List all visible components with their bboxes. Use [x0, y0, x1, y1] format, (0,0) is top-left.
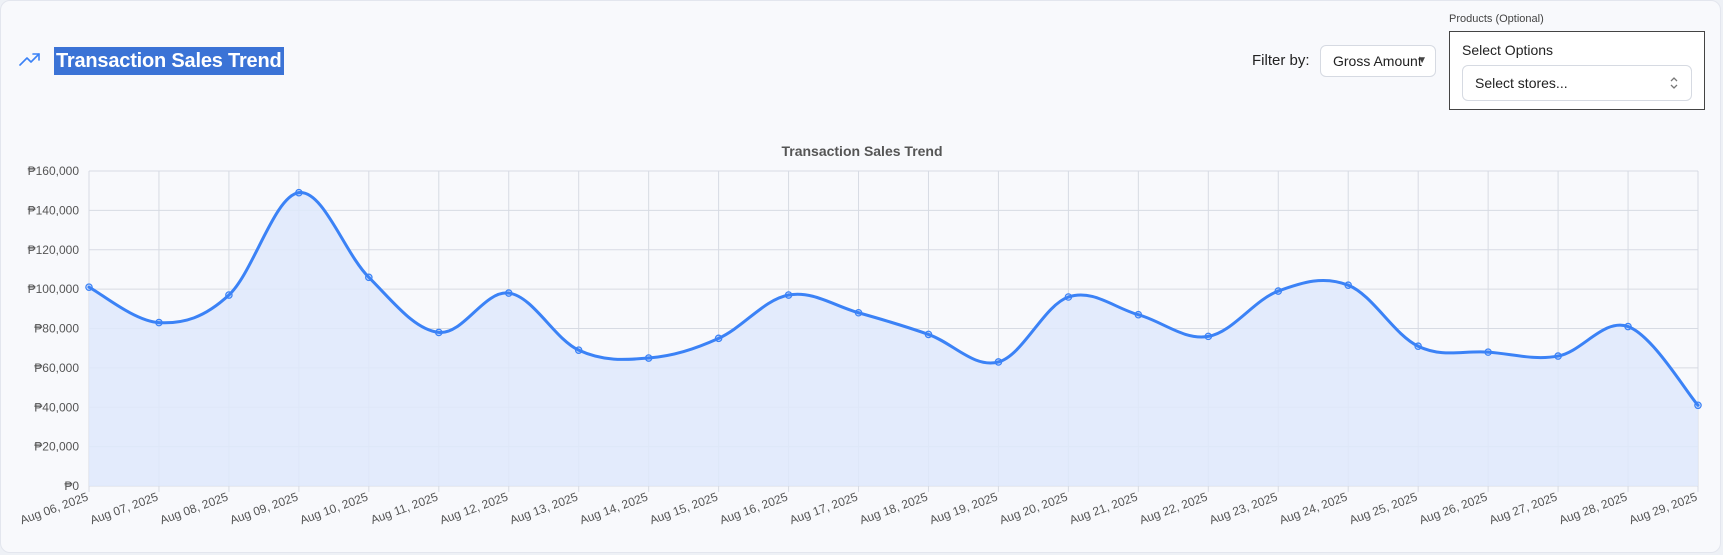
filter-label: Filter by: [1252, 52, 1310, 69]
page-title: Transaction Sales Trend [54, 47, 284, 75]
y-tick-label: ₱120,000 [28, 243, 80, 257]
x-tick-label: Aug 15, 2025 [648, 490, 720, 528]
x-tick-label: Aug 13, 2025 [508, 490, 580, 528]
updown-chevron-icon [1670, 77, 1678, 89]
x-tick-label: Aug 28, 2025 [1557, 490, 1629, 528]
data-point [504, 289, 513, 297]
data-point [784, 291, 793, 299]
data-point [1624, 322, 1632, 331]
x-tick-label: Aug 27, 2025 [1487, 490, 1559, 528]
x-tick-label: Aug 08, 2025 [158, 490, 230, 528]
x-tick-label: Aug 07, 2025 [88, 490, 160, 528]
data-point [1344, 281, 1353, 289]
data-point [714, 334, 723, 343]
data-point [854, 308, 863, 317]
y-tick-label: ₱140,000 [28, 203, 80, 217]
x-tick-label: Aug 21, 2025 [1067, 490, 1139, 528]
stores-select-placeholder: Select stores... [1475, 75, 1568, 91]
x-tick-label: Aug 14, 2025 [578, 490, 650, 528]
x-tick-label: Aug 29, 2025 [1627, 490, 1699, 528]
data-point [994, 358, 1003, 366]
data-point [924, 330, 933, 339]
y-tick-label: ₱160,000 [28, 164, 80, 178]
products-caption: Select Options [1462, 42, 1554, 58]
data-point [574, 346, 583, 354]
data-point [365, 273, 373, 282]
x-tick-label: Aug 17, 2025 [788, 490, 860, 528]
y-tick-label: ₱60,000 [34, 361, 79, 375]
data-point [434, 328, 443, 337]
x-tick-label: Aug 11, 2025 [369, 490, 440, 527]
data-point [225, 291, 233, 299]
chevron-down-icon: ▼ [1417, 55, 1427, 66]
data-point [1414, 342, 1422, 351]
products-selector: Select Options Select stores... [1449, 31, 1705, 110]
x-tick-label: Aug 12, 2025 [438, 490, 510, 528]
x-tick-label: Aug 09, 2025 [228, 490, 300, 528]
chart-title: Transaction Sales Trend [781, 143, 942, 159]
y-tick-label: ₱40,000 [34, 400, 79, 414]
x-tick-label: Aug 18, 2025 [858, 490, 930, 528]
stores-select[interactable]: Select stores... [1462, 65, 1692, 101]
x-tick-label: Aug 20, 2025 [998, 490, 1070, 528]
y-tick-label: ₱0 [64, 479, 79, 493]
x-tick-label: Aug 19, 2025 [928, 490, 1000, 528]
y-tick-label: ₱80,000 [34, 322, 79, 336]
y-tick-label: ₱20,000 [34, 440, 79, 454]
trend-up-icon [19, 53, 40, 66]
x-tick-label: Aug 24, 2025 [1277, 490, 1349, 528]
x-tick-label: Aug 16, 2025 [718, 490, 790, 528]
filter-selected-value: Gross Amount [1333, 53, 1422, 69]
x-tick-label: Aug 25, 2025 [1347, 490, 1419, 528]
x-tick-label: Aug 06, 2025 [18, 490, 90, 528]
data-point [1484, 348, 1492, 356]
data-point [1694, 401, 1702, 410]
x-tick-label: Aug 22, 2025 [1137, 490, 1209, 528]
data-point [1064, 293, 1073, 301]
x-tick-label: Aug 10, 2025 [298, 490, 370, 528]
products-label: Products (Optional) [1449, 13, 1544, 25]
data-point [85, 283, 93, 291]
data-point [1274, 287, 1283, 295]
series-line [87, 191, 1700, 407]
x-tick-label: Aug 26, 2025 [1417, 490, 1489, 528]
series-area-fill [89, 192, 1698, 486]
data-point [1204, 332, 1213, 341]
x-tick-label: Aug 23, 2025 [1207, 490, 1279, 528]
data-point [155, 318, 163, 327]
data-point [644, 354, 653, 362]
data-point [295, 188, 303, 197]
filter-select[interactable]: Gross Amount ▼ [1320, 45, 1436, 77]
data-point [1554, 352, 1562, 360]
data-point [1134, 310, 1143, 319]
y-tick-label: ₱100,000 [28, 282, 80, 296]
